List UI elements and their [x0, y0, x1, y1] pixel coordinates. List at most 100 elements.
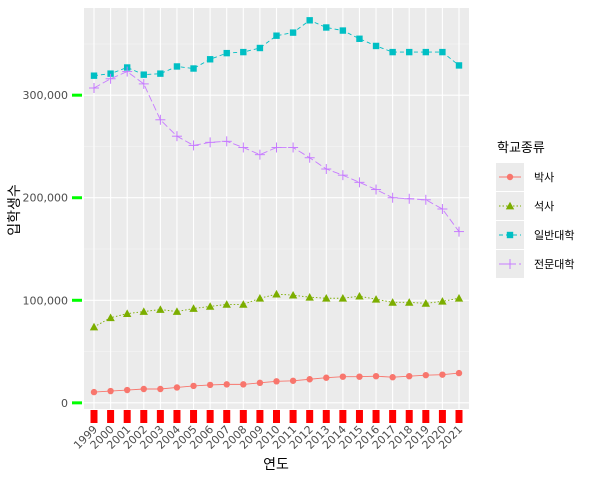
data-point	[89, 322, 99, 331]
series-circle	[90, 369, 463, 396]
data-point	[239, 300, 248, 308]
data-point	[171, 131, 182, 142]
legend-label: 일반대학	[534, 228, 574, 242]
data-point	[323, 374, 330, 381]
data-point	[123, 386, 131, 394]
data-point	[338, 294, 348, 302]
data-point	[439, 48, 446, 56]
data-point	[289, 29, 297, 36]
data-point	[439, 371, 446, 378]
data-point	[138, 78, 149, 89]
data-point	[322, 294, 331, 302]
data-point	[156, 305, 165, 313]
data-point	[157, 70, 164, 77]
data-point	[271, 142, 282, 153]
data-point	[206, 381, 214, 389]
data-point	[421, 299, 431, 307]
data-point	[188, 140, 199, 151]
data-point	[107, 387, 114, 395]
series-triangle	[89, 289, 464, 331]
data-point	[238, 142, 249, 153]
data-point	[355, 291, 364, 300]
data-point	[273, 32, 280, 39]
data-point	[455, 62, 463, 69]
data-point	[90, 72, 98, 79]
x-axis-tick	[339, 410, 347, 423]
data-point	[387, 192, 398, 203]
data-point	[437, 204, 448, 215]
data-point	[255, 294, 265, 302]
data-point	[406, 372, 413, 380]
data-point	[337, 170, 348, 181]
x-axis-tick	[206, 410, 214, 423]
y-tick-label: 200,000	[23, 192, 69, 205]
x-axis-tick	[306, 410, 314, 423]
data-point	[406, 48, 413, 56]
data-point	[105, 73, 116, 84]
data-point	[205, 302, 215, 310]
data-point	[140, 71, 147, 78]
legend-marker	[506, 231, 514, 239]
data-point	[288, 142, 299, 153]
legend-label: 박사	[534, 171, 554, 184]
data-point	[190, 382, 197, 390]
data-point	[256, 44, 264, 52]
x-axis-title: 연도	[263, 457, 289, 473]
data-point	[122, 309, 132, 317]
series-line	[93, 293, 460, 328]
legend-marker	[506, 173, 514, 181]
data-point	[122, 66, 133, 77]
data-point	[356, 373, 363, 380]
data-point	[372, 372, 380, 380]
x-axis-tick	[372, 410, 380, 423]
data-point	[454, 226, 464, 237]
x-axis-tick	[422, 410, 430, 423]
data-point	[339, 27, 347, 34]
x-axis-tick	[455, 410, 463, 423]
legend-label: 전문대학	[534, 258, 574, 271]
y-tick-labels: 0 100,000 200,000 300,000	[23, 89, 69, 410]
data-point	[388, 298, 397, 306]
x-axis-tick	[107, 410, 115, 423]
data-point	[90, 388, 98, 396]
data-point	[173, 63, 181, 70]
legend-marker	[505, 201, 515, 210]
y-tick-label: 300,000	[23, 89, 69, 102]
data-point	[172, 307, 182, 315]
data-point	[305, 293, 314, 301]
data-point	[173, 384, 181, 391]
y-tick-label: 0	[61, 397, 68, 410]
data-point	[304, 152, 315, 163]
legend-item: 박사	[496, 163, 554, 191]
data-point	[139, 307, 148, 315]
data-point	[155, 114, 166, 125]
data-point	[389, 48, 396, 56]
x-axis-tick	[173, 410, 181, 423]
x-axis-tick	[123, 410, 131, 423]
data-point	[356, 35, 363, 42]
y-tick-label: 100,000	[23, 294, 69, 307]
x-axis-tick	[355, 410, 363, 423]
data-point	[222, 300, 231, 308]
legend-marker	[505, 259, 515, 269]
data-point	[223, 381, 230, 388]
x-axis-tick	[405, 410, 413, 423]
series-line	[93, 19, 460, 77]
data-point	[206, 56, 214, 63]
data-point	[371, 295, 381, 303]
series-layer	[89, 17, 464, 396]
data-point	[89, 82, 99, 93]
data-point	[272, 289, 281, 298]
data-point	[422, 48, 430, 56]
data-point	[389, 374, 396, 381]
data-point	[306, 17, 313, 24]
legend-item: 일반대학	[496, 221, 574, 249]
data-point	[289, 377, 297, 384]
x-axis-tick	[273, 410, 280, 423]
data-point	[273, 378, 280, 385]
data-point	[189, 304, 198, 312]
data-point	[420, 194, 431, 205]
data-point	[372, 42, 380, 50]
